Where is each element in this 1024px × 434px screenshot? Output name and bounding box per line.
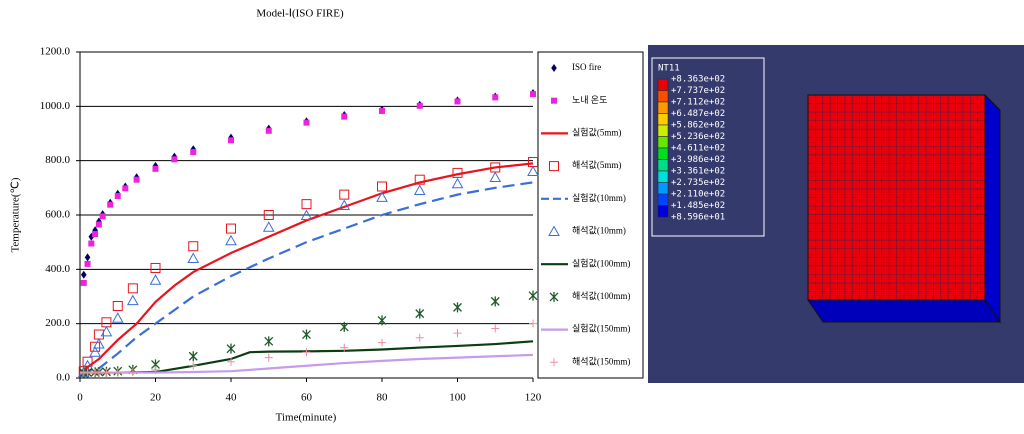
contour-legend-label: +4.611e+02 bbox=[671, 144, 725, 154]
marker bbox=[122, 185, 128, 191]
cube-bottom bbox=[808, 300, 1000, 322]
contour-legend-swatch bbox=[658, 183, 668, 195]
contour-legend-swatch bbox=[658, 194, 668, 206]
contour-legend-swatch bbox=[658, 160, 668, 172]
y-tick-label: 1000.0 bbox=[40, 100, 71, 112]
y-tick-label: 800.0 bbox=[45, 154, 70, 166]
marker bbox=[530, 91, 536, 97]
contour-legend-title: NT11 bbox=[658, 64, 680, 74]
y-tick-label: 400.0 bbox=[45, 263, 70, 275]
contour-panel: NT11 +8.363e+02+7.737e+02 +7.112e+02+6.48… bbox=[648, 45, 1024, 383]
x-tick-label: 120 bbox=[525, 392, 542, 404]
contour-legend-label: +8.596e+01 bbox=[671, 213, 725, 223]
x-tick-label: 100 bbox=[449, 392, 466, 404]
contour-legend-label: +5.862e+02 bbox=[671, 121, 725, 131]
legend-label: 해석값(5mm) bbox=[572, 159, 621, 170]
contour-legend-label: +1.485e+02 bbox=[671, 201, 725, 211]
marker bbox=[551, 98, 557, 104]
x-tick-label: 0 bbox=[77, 392, 83, 404]
x-tick-label: 60 bbox=[301, 392, 313, 404]
contour-legend-swatch bbox=[658, 137, 668, 149]
marker bbox=[81, 280, 87, 286]
marker bbox=[107, 202, 113, 208]
marker bbox=[417, 103, 423, 109]
contour-legend-label: +2.110e+02 bbox=[671, 190, 725, 200]
cube-side bbox=[985, 95, 1000, 322]
y-tick-label: 200.0 bbox=[45, 317, 70, 329]
marker bbox=[171, 156, 177, 162]
x-tick-label: 40 bbox=[226, 392, 238, 404]
legend-label: 실험값(10mm) bbox=[572, 192, 626, 203]
contour-legend-swatch bbox=[658, 91, 668, 103]
contour-legend-label: +8.363e+02 bbox=[671, 75, 725, 85]
legend-label: 해석값(150mm) bbox=[572, 355, 630, 366]
contour-legend-swatch bbox=[658, 125, 668, 137]
page: Model-Ⅰ(ISO FIRE) Time(minute) Temperatu… bbox=[0, 0, 1024, 429]
contour-legend-label: +2.735e+02 bbox=[671, 178, 725, 188]
contour-legend-swatch bbox=[658, 206, 668, 218]
contour-legend-label: +5.236e+02 bbox=[671, 132, 725, 142]
marker bbox=[304, 120, 310, 126]
marker bbox=[153, 166, 159, 172]
y-tick-label: 1200.0 bbox=[40, 46, 71, 58]
marker bbox=[455, 98, 461, 104]
contour-legend-swatch bbox=[658, 148, 668, 160]
x-tick-label: 20 bbox=[150, 392, 162, 404]
marker bbox=[379, 108, 385, 114]
marker bbox=[228, 137, 234, 143]
legend-label: 해석값(100mm) bbox=[572, 290, 630, 301]
marker bbox=[96, 222, 102, 228]
contour-legend-label: +7.112e+02 bbox=[671, 98, 725, 108]
marker bbox=[341, 114, 347, 120]
y-tick-label: 0.0 bbox=[56, 372, 70, 384]
legend-label: 실험값(5mm) bbox=[572, 126, 621, 137]
contour-legend-swatch bbox=[658, 79, 668, 91]
contour-legend-swatch bbox=[658, 114, 668, 126]
marker bbox=[134, 177, 140, 183]
marker bbox=[92, 231, 98, 237]
marker bbox=[100, 213, 106, 219]
contour-legend-label: +3.361e+02 bbox=[671, 167, 725, 177]
contour-legend-swatch bbox=[658, 171, 668, 183]
legend-label: 노내 온도 bbox=[572, 95, 607, 105]
legend-label: ISO fire bbox=[572, 62, 601, 72]
x-tick-label: 80 bbox=[377, 392, 389, 404]
x-axis-label: Time(minute) bbox=[276, 412, 337, 424]
marker bbox=[85, 261, 91, 267]
marker bbox=[88, 241, 94, 247]
marker bbox=[492, 94, 498, 100]
legend-label: 해석값(10mm) bbox=[572, 225, 626, 236]
contour-legend-label: +6.487e+02 bbox=[671, 109, 725, 119]
contour-legend-label: +3.986e+02 bbox=[671, 155, 725, 165]
legend-label: 실험값(100mm) bbox=[572, 257, 630, 268]
legend-label: 실험값(150mm) bbox=[572, 323, 630, 334]
y-tick-label: 600.0 bbox=[45, 209, 70, 221]
marker bbox=[266, 128, 272, 134]
y-axis-label: Temperature(℃) bbox=[10, 177, 22, 252]
marker bbox=[115, 193, 121, 199]
contour-legend-swatch bbox=[658, 102, 668, 114]
marker bbox=[190, 149, 196, 155]
chart-title: Model-Ⅰ(ISO FIRE) bbox=[256, 8, 344, 20]
contour-legend-label: +7.737e+02 bbox=[671, 86, 725, 96]
